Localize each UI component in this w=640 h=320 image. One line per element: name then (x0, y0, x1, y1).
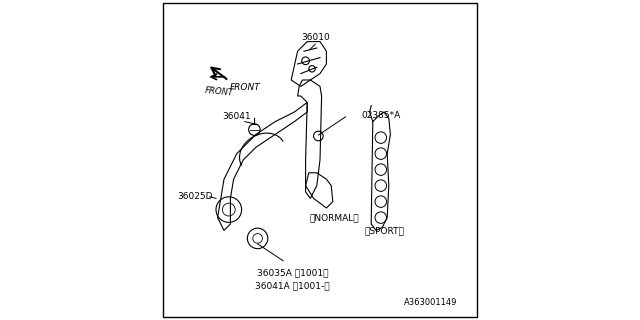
Text: 36035A 〈1001〉: 36035A 〈1001〉 (257, 269, 328, 278)
Text: FRONT: FRONT (205, 86, 234, 98)
Text: 36025D: 36025D (177, 192, 213, 201)
Text: A363001149: A363001149 (404, 298, 458, 307)
Text: 〈SPORT〉: 〈SPORT〉 (364, 226, 404, 235)
Text: 36010: 36010 (301, 33, 330, 42)
Text: 〈NORMAL〉: 〈NORMAL〉 (310, 213, 359, 222)
Text: FRONT: FRONT (230, 83, 260, 92)
Text: 02385*A: 02385*A (362, 111, 401, 120)
Text: 36041: 36041 (223, 112, 251, 121)
Text: 36041A 〈1001-〉: 36041A 〈1001-〉 (255, 282, 330, 291)
